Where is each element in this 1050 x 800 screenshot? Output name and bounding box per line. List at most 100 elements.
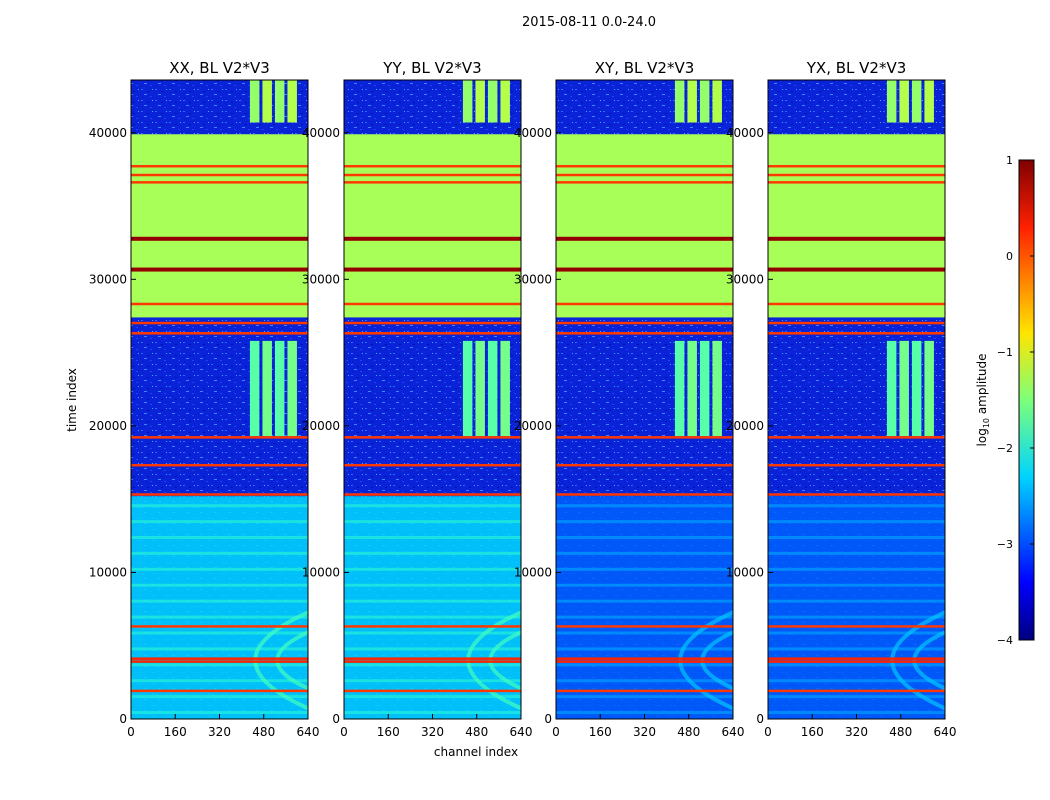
segment-rfi-block-top — [924, 80, 934, 123]
flag-line — [556, 332, 733, 335]
fringe-band — [768, 599, 945, 603]
flag-line — [768, 689, 945, 693]
flag-line — [131, 302, 308, 306]
y-tick-label: 40000 — [302, 126, 340, 140]
flag-line — [556, 321, 733, 325]
fringe-band — [344, 679, 521, 683]
segment-rfi-block-mid — [712, 340, 722, 437]
fringe-band — [131, 615, 308, 619]
flag-line — [131, 332, 308, 335]
segment-rfi-block-top — [886, 80, 897, 123]
fringe-band — [344, 520, 521, 524]
flag-line — [768, 321, 945, 325]
flag-line — [131, 436, 308, 439]
fringe-band — [344, 551, 521, 555]
flag-line — [768, 463, 945, 467]
segment-rfi-block-top — [899, 80, 909, 123]
colorbar-gradient — [1018, 159, 1035, 641]
fringe-band — [131, 504, 308, 508]
fringe-band — [131, 711, 308, 715]
x-tick-label: 160 — [801, 725, 824, 739]
segment-flagged-block — [131, 134, 308, 318]
fringe-band — [768, 695, 945, 699]
flag-line — [131, 236, 308, 241]
flag-line — [344, 436, 521, 439]
fringe-band — [556, 583, 733, 587]
fringe-band — [556, 536, 733, 540]
flag-line — [556, 689, 733, 693]
segment-rfi-block-top — [687, 80, 697, 123]
flag-line — [556, 181, 733, 184]
segment-rfi-block-top — [475, 80, 485, 123]
flag-line — [131, 164, 308, 168]
y-tick-label: 20000 — [514, 419, 552, 433]
flag-line — [556, 236, 733, 241]
x-axis-label: channel index — [434, 745, 518, 759]
y-tick-label: 10000 — [89, 565, 127, 579]
fringe-band — [768, 615, 945, 619]
colorbar-label-main: log — [975, 428, 989, 446]
segment-rfi-block-mid — [924, 340, 934, 437]
flag-line — [344, 267, 521, 272]
y-tick-label: 20000 — [726, 419, 764, 433]
x-tick-label: 640 — [510, 725, 533, 739]
flag-line — [556, 660, 733, 663]
flag-line — [131, 493, 308, 496]
x-tick-label: 480 — [252, 725, 275, 739]
segment-rfi-block-mid — [674, 340, 685, 437]
fringe-band — [556, 631, 733, 635]
flag-line — [556, 302, 733, 306]
fringe-band — [768, 583, 945, 587]
segment-fringe-region — [768, 496, 945, 719]
x-tick-label: 320 — [845, 725, 868, 739]
flag-line — [556, 625, 733, 628]
fringe-band — [556, 679, 733, 683]
panel-title: XY, BL V2*V3 — [595, 59, 695, 77]
colorbar-ticks: 1 0 −1 −2 −3 −4 — [997, 154, 1034, 647]
fringe-band — [556, 711, 733, 715]
flag-line — [131, 689, 308, 693]
fringe-band — [131, 647, 308, 651]
x-tick-label: 320 — [208, 725, 231, 739]
segment-rfi-block-mid — [287, 340, 297, 437]
flag-line — [344, 625, 521, 628]
y-tick-label: 40000 — [514, 126, 552, 140]
panel-title: XX, BL V2*V3 — [169, 59, 270, 77]
flag-line — [131, 657, 308, 660]
y-tick-label: 10000 — [302, 565, 340, 579]
colorbar-tick-label: −4 — [997, 634, 1013, 647]
flag-line — [344, 236, 521, 241]
flag-line — [344, 332, 521, 335]
y-tick-label: 0 — [119, 712, 127, 726]
colorbar: 10−1−2−3−4 log10 amplitude — [975, 154, 1035, 647]
x-tick-label: 480 — [677, 725, 700, 739]
y-tick-label: 30000 — [89, 272, 127, 286]
flag-line — [768, 164, 945, 168]
flag-line — [344, 181, 521, 184]
colorbar-label-rest: amplitude — [975, 354, 989, 418]
segment-fringe-region — [131, 496, 308, 719]
flag-line — [768, 436, 945, 439]
y-tick-label: 0 — [544, 712, 552, 726]
panel-xy: XY, BL V2*V3 0 160 320 480 640 0 10000 20000 3000… — [514, 59, 745, 739]
segment-rfi-block-top — [262, 80, 272, 123]
segment-rfi-block-mid — [899, 340, 909, 437]
flag-line — [556, 463, 733, 467]
panel-yx: YX, BL V2*V3 0 160 320 480 640 0 10000 20000 3000… — [726, 59, 957, 739]
segment-rfi-block-mid — [262, 340, 272, 437]
flag-line — [768, 625, 945, 628]
x-tick-label: 640 — [722, 725, 745, 739]
flag-line — [344, 660, 521, 663]
colorbar-label-sub: 10 — [982, 418, 991, 428]
colorbar-tick-label: −2 — [997, 442, 1013, 455]
segment-rfi-block-mid — [911, 340, 922, 437]
segment-rfi-block-top — [712, 80, 722, 123]
fringe-band — [768, 631, 945, 635]
segment-rfi-block-top — [674, 80, 685, 123]
x-tick-label: 0 — [552, 725, 560, 739]
flag-line — [344, 657, 521, 660]
segment-rfi-block-top — [487, 80, 498, 123]
fringe-band — [344, 599, 521, 603]
y-tick-label: 10000 — [726, 565, 764, 579]
